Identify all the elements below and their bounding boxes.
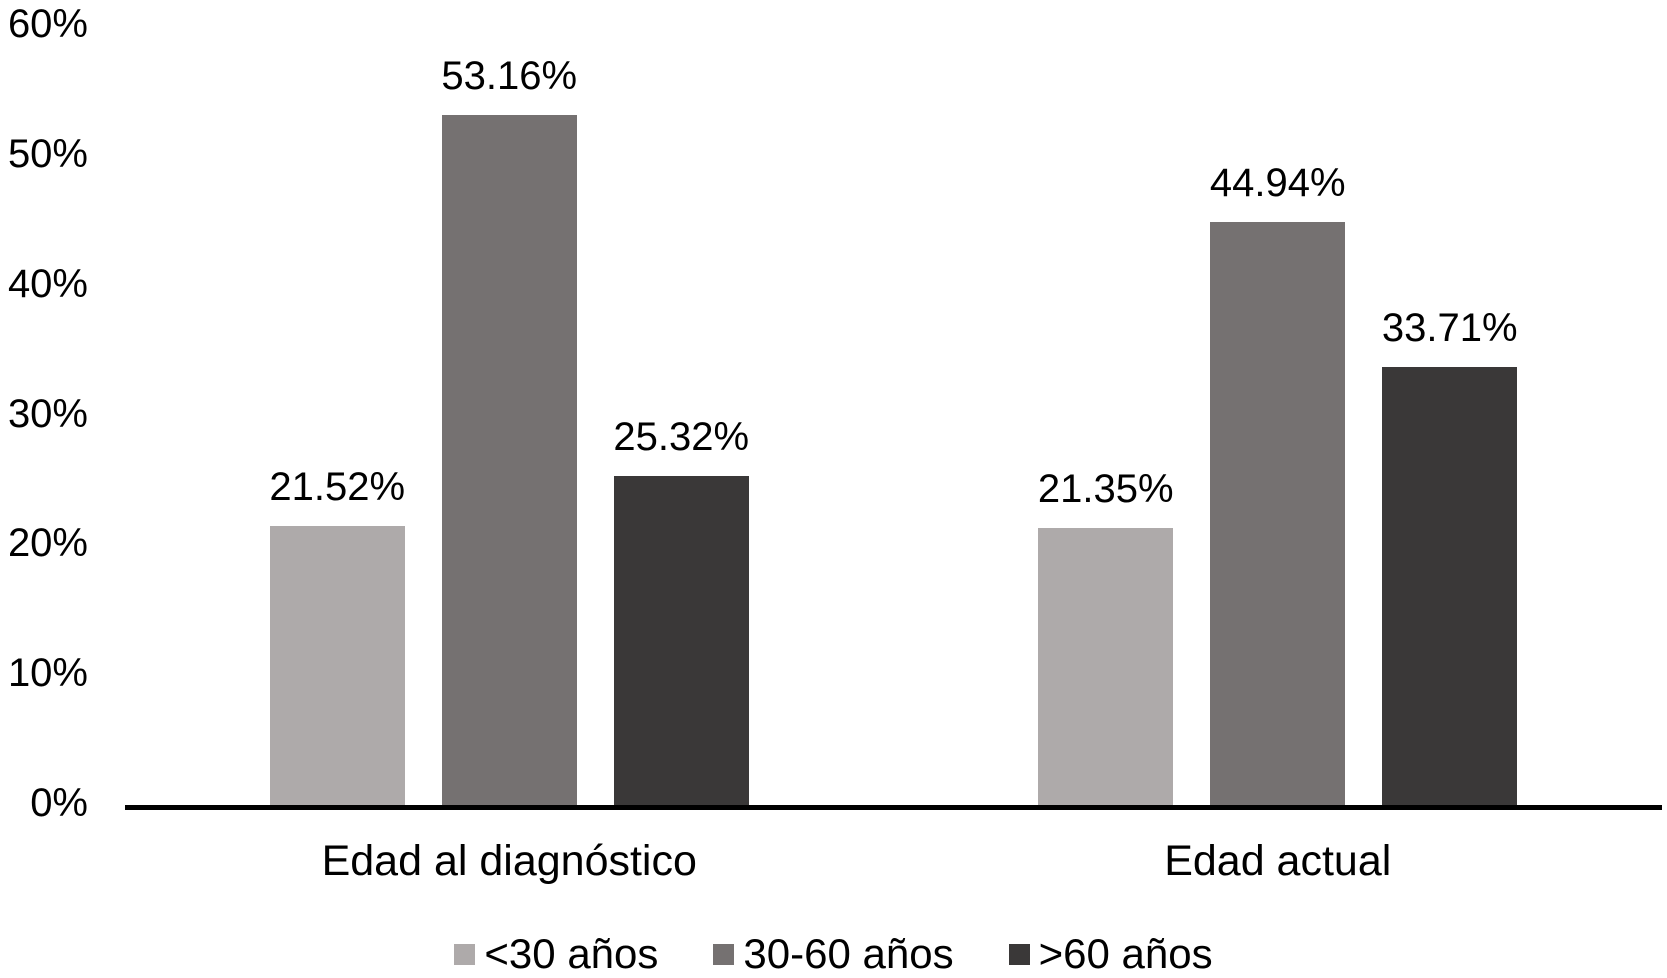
legend-swatch-icon [713, 943, 735, 965]
legend-label: >60 años [1038, 930, 1213, 977]
x-axis-line [125, 805, 1662, 810]
category-label: Edad al diagnóstico [321, 837, 697, 885]
legend-item: 30-60 años [713, 930, 954, 977]
bar [613, 476, 749, 805]
bar [1210, 221, 1346, 805]
legend-item: >60 años [1008, 930, 1213, 977]
y-axis-tick-label: 50% [7, 132, 88, 176]
legend: <30 años 30-60 años >60 años [0, 931, 1667, 977]
y-axis-tick-label: 20% [7, 521, 88, 566]
bar [269, 525, 405, 805]
bar [1382, 367, 1518, 805]
y-axis-tick-label: 40% [7, 261, 88, 306]
bar-value-label: 33.71% [1381, 306, 1518, 351]
bar-value-label: 44.94% [1209, 160, 1346, 205]
legend-label: <30 años [484, 930, 659, 977]
bar [1038, 527, 1174, 805]
legend-swatch-icon [454, 943, 476, 965]
y-axis-tick-label: 30% [7, 391, 88, 436]
bar-value-label: 21.35% [1037, 466, 1174, 511]
legend-swatch-icon [1008, 943, 1030, 965]
y-axis-tick-label: 60% [7, 2, 88, 47]
bar-value-label: 25.32% [613, 415, 750, 460]
bar-value-label: 21.52% [269, 464, 406, 509]
y-axis-tick-label: 0% [30, 781, 88, 825]
legend-label: 30-60 años [743, 930, 954, 977]
y-axis-tick-label: 10% [7, 651, 88, 696]
bar [441, 114, 577, 805]
legend-item: <30 años [454, 931, 658, 977]
bar-value-label: 53.16% [441, 53, 578, 98]
category-label: Edad actual [1164, 837, 1392, 885]
